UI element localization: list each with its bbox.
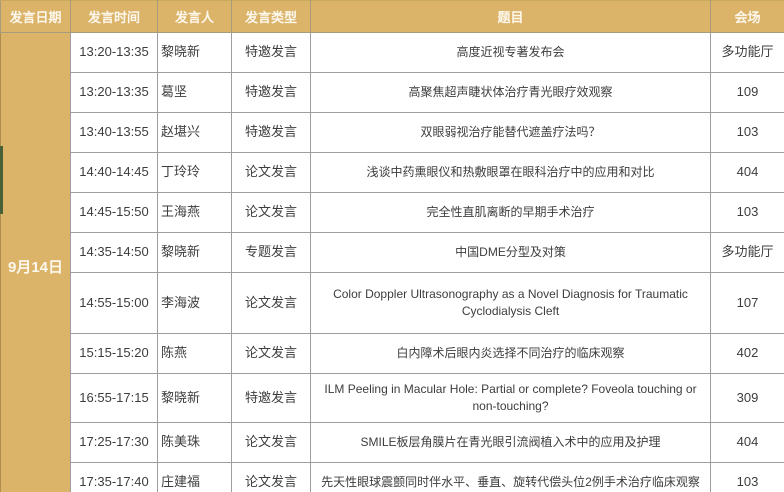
cell-title: 高聚焦超声睫状体治疗青光眼疗效观察 <box>310 72 711 113</box>
col-header-title: 题目 <box>310 0 711 33</box>
cell-time: 14:35-14:50 <box>70 232 158 273</box>
table-row: 13:20-13:35 葛坚 特邀发言 高聚焦超声睫状体治疗青光眼疗效观察 109 <box>1 72 784 113</box>
cell-speaker: 陈燕 <box>157 333 232 374</box>
cell-speaker: 庄建福 <box>157 462 232 492</box>
table-row: 13:40-13:55 赵堪兴 特邀发言 双眼弱视治疗能替代遮盖疗法吗？ 103 <box>1 112 784 153</box>
cell-title: Color Doppler Ultrasonography as a Novel… <box>310 272 711 334</box>
cell-type: 论文发言 <box>231 192 311 233</box>
cell-type: 论文发言 <box>231 152 311 193</box>
cell-time: 17:35-17:40 <box>70 462 158 492</box>
cell-venue: 404 <box>710 152 784 193</box>
cell-time: 13:20-13:35 <box>70 32 158 73</box>
cell-title: 完全性直肌离断的早期手术治疗 <box>310 192 711 233</box>
cell-type: 论文发言 <box>231 272 311 334</box>
col-header-speaker: 发言人 <box>157 0 232 33</box>
table-row: 17:25-17:30 陈美珠 论文发言 SMILE板层角膜片在青光眼引流阀植入术中的… <box>1 422 784 463</box>
cell-title: 浅谈中药熏眼仪和热敷眼罩在眼科治疗中的应用和对比 <box>310 152 711 193</box>
cell-time: 15:15-15:20 <box>70 333 158 374</box>
col-header-venue: 会场 <box>710 0 784 33</box>
cell-venue: 309 <box>710 373 784 423</box>
cell-type: 特邀发言 <box>231 32 311 73</box>
cell-type: 论文发言 <box>231 422 311 463</box>
cell-type: 特邀发言 <box>231 373 311 423</box>
cell-venue: 多功能厅 <box>710 232 784 273</box>
cell-speaker: 陈美珠 <box>157 422 232 463</box>
cell-venue: 多功能厅 <box>710 32 784 73</box>
table-row: 14:35-14:50 黎晓新 专题发言 中国DME分型及对策 多功能厅 <box>1 232 784 273</box>
table-row: 9月14日 13:20-13:35 黎晓新 特邀发言 高度近视专著发布会 多功能厅 <box>0 32 784 492</box>
cell-speaker: 黎晓新 <box>157 232 232 273</box>
col-header-date: 发言日期 <box>0 0 71 33</box>
col-header-type: 发言类型 <box>231 0 311 33</box>
cell-title: 中国DME分型及对策 <box>310 232 711 273</box>
cell-speaker: 李海波 <box>157 272 232 334</box>
cell-venue: 402 <box>710 333 784 374</box>
cell-time: 13:20-13:35 <box>70 72 158 113</box>
left-edge-green-marker <box>0 146 3 214</box>
table-row: 15:15-15:20 陈燕 论文发言 白内障术后眼内炎选择不同治疗的临床观察 402 <box>1 333 784 374</box>
cell-time: 17:25-17:30 <box>70 422 158 463</box>
cell-venue: 103 <box>710 112 784 153</box>
table-row: 16:55-17:15 黎晓新 特邀发言 ILM Peeling in Macular… <box>1 373 784 423</box>
cell-title: ILM Peeling in Macular Hole: Partial or … <box>310 373 711 423</box>
cell-time: 14:55-15:00 <box>70 272 158 334</box>
cell-speaker: 黎晓新 <box>157 32 232 73</box>
cell-title: 先天性眼球震颤同时伴水平、垂直、旋转代偿头位2例手术治疗临床观察 <box>310 462 711 492</box>
cell-type: 论文发言 <box>231 462 311 492</box>
table-row: 17:35-17:40 庄建福 论文发言 先天性眼球震颤同时伴水平、垂直、旋转代偿头位… <box>1 462 784 492</box>
cell-time: 16:55-17:15 <box>70 373 158 423</box>
cell-title: 白内障术后眼内炎选择不同治疗的临床观察 <box>310 333 711 374</box>
cell-venue: 103 <box>710 192 784 233</box>
cell-venue: 107 <box>710 272 784 334</box>
cell-venue: 109 <box>710 72 784 113</box>
table-row: 14:40-14:45 丁玲玲 论文发言 浅谈中药熏眼仪和热敷眼罩在眼科治疗中的应用和… <box>1 152 784 193</box>
cell-date-group: 9月14日 <box>0 32 71 492</box>
cell-venue: 404 <box>710 422 784 463</box>
cell-type: 论文发言 <box>231 333 311 374</box>
cell-title: 双眼弱视治疗能替代遮盖疗法吗？ <box>310 112 711 153</box>
table-row: 14:45-15:50 王海燕 论文发言 完全性直肌离断的早期手术治疗 103 <box>1 192 784 233</box>
cell-time: 13:40-13:55 <box>70 112 158 153</box>
cell-type: 专题发言 <box>231 232 311 273</box>
cell-speaker: 赵堪兴 <box>157 112 232 153</box>
cell-speaker: 丁玲玲 <box>157 152 232 193</box>
cell-title: SMILE板层角膜片在青光眼引流阀植入术中的应用及护理 <box>310 422 711 463</box>
cell-title: 高度近视专著发布会 <box>310 32 711 73</box>
cell-speaker: 王海燕 <box>157 192 232 233</box>
table-body: 9月14日 13:20-13:35 黎晓新 特邀发言 高度近视专著发布会 多功能厅 13:2… <box>0 32 784 492</box>
cell-venue: 103 <box>710 462 784 492</box>
cell-time: 14:45-15:50 <box>70 192 158 233</box>
cell-type: 特邀发言 <box>231 112 311 153</box>
table-header-row: 发言日期 发言时间 发言人 发言类型 题目 会场 <box>0 0 784 33</box>
cell-speaker: 黎晓新 <box>157 373 232 423</box>
cell-speaker: 葛坚 <box>157 72 232 113</box>
cell-time: 14:40-14:45 <box>70 152 158 193</box>
col-header-time: 发言时间 <box>70 0 158 33</box>
table-row: 14:55-15:00 李海波 论文发言 Color Doppler Ultrason… <box>1 272 784 334</box>
cell-type: 特邀发言 <box>231 72 311 113</box>
